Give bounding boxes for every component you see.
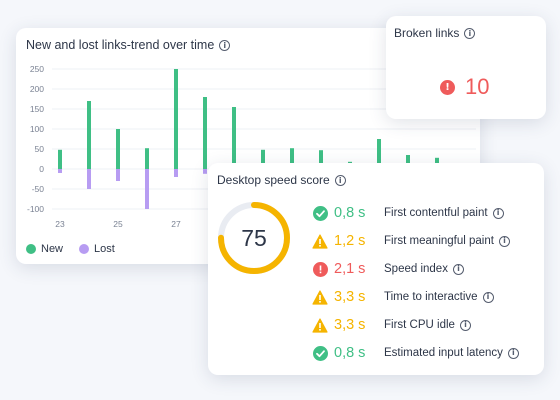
speed-metric-label-text: Speed index	[384, 263, 448, 275]
speed-metric-value: 3,3 s	[334, 317, 366, 333]
y-tick-label: 50	[35, 144, 45, 154]
broken-links-title: Broken links i	[394, 26, 476, 40]
broken-links-title-text: Broken links	[394, 26, 460, 40]
bar-new[interactable]	[58, 149, 62, 169]
warning-triangle-icon	[312, 289, 328, 305]
speed-metric-row: 0,8 s Estimated input latency i	[312, 345, 519, 361]
y-tick-label: 0	[39, 164, 44, 174]
bar-lost[interactable]	[203, 169, 207, 174]
legend-dot-new	[26, 244, 36, 254]
broken-links-card: Broken links i ! 10	[386, 16, 546, 119]
bar-lost[interactable]	[116, 169, 120, 181]
speed-score-title: Desktop speed score i	[217, 173, 346, 187]
bar-new[interactable]	[377, 139, 381, 169]
info-icon[interactable]: i	[452, 263, 464, 275]
speed-metric-label: Time to interactive i	[384, 291, 494, 303]
speed-metric-label-text: Estimated input latency	[384, 347, 503, 359]
y-tick-label: -50	[32, 184, 45, 194]
alert-circle-icon: !	[440, 79, 455, 95]
y-tick-label: 200	[30, 84, 44, 94]
broken-links-count: 10	[465, 74, 490, 99]
bar-new[interactable]	[145, 148, 149, 169]
speed-metric-value: 3,3 s	[334, 289, 366, 305]
info-icon[interactable]: i	[219, 40, 231, 52]
broken-links-value-group: ! 10	[440, 74, 489, 100]
bar-new[interactable]	[232, 107, 236, 169]
gauge-progress-arc	[218, 202, 290, 274]
speed-metric-label-text: First contentful paint	[384, 207, 488, 219]
warning-triangle-icon	[312, 317, 328, 333]
bar-new[interactable]	[319, 150, 323, 169]
chart-legend: New Lost	[26, 243, 131, 255]
legend-label-new: New	[41, 243, 64, 255]
info-icon[interactable]: i	[459, 319, 471, 331]
x-tick-label: 25	[113, 219, 123, 229]
y-tick-label: -100	[27, 204, 44, 214]
bar-new[interactable]	[174, 69, 178, 169]
bar-lost[interactable]	[87, 169, 91, 189]
speed-metric-label-text: Time to interactive	[384, 291, 478, 303]
bar-lost[interactable]	[174, 169, 178, 177]
speed-metric-label: Speed index i	[384, 263, 464, 275]
speed-metric-label: Estimated input latency i	[384, 347, 519, 359]
speed-metric-row: 3,3 s Time to interactive i	[312, 289, 494, 305]
legend-item-lost[interactable]: Lost	[79, 243, 115, 255]
speed-metric-value: 1,2 s	[334, 233, 366, 249]
speed-metric-row: 0,8 s First contentful paint i	[312, 205, 504, 221]
check-circle-icon	[312, 205, 328, 221]
legend-label-lost: Lost	[94, 243, 115, 255]
bar-lost[interactable]	[58, 169, 62, 173]
speed-metric-label-text: First CPU idle	[384, 319, 455, 331]
speed-metric-label-text: First meaningful paint	[384, 235, 494, 247]
bar-new[interactable]	[261, 149, 265, 169]
y-tick-label: 150	[30, 104, 44, 114]
bar-new[interactable]	[203, 97, 207, 169]
speed-metric-value: 0,8 s	[334, 345, 366, 361]
x-tick-label: 23	[55, 219, 65, 229]
info-icon[interactable]: i	[334, 175, 346, 187]
info-icon[interactable]: i	[507, 347, 519, 359]
bar-new[interactable]	[290, 148, 294, 169]
speed-metric-label: First CPU idle i	[384, 319, 471, 331]
speed-score-card: Desktop speed score i 75 0,8 s First conte…	[208, 163, 544, 375]
legend-item-new[interactable]: New	[26, 243, 63, 255]
info-icon[interactable]: i	[464, 28, 476, 40]
speed-score-value: 75	[241, 225, 267, 251]
bar-lost[interactable]	[145, 169, 149, 209]
speed-metric-label: First meaningful paint i	[384, 235, 510, 247]
speed-metric-label: First contentful paint i	[384, 207, 504, 219]
alert-circle-icon	[312, 261, 328, 277]
info-icon[interactable]: i	[492, 207, 504, 219]
check-circle-icon	[312, 345, 328, 361]
speed-score-gauge: 75	[218, 202, 290, 274]
legend-dot-lost	[79, 244, 90, 254]
trend-chart-title: New and lost links-trend over time i	[26, 38, 231, 52]
bar-new[interactable]	[116, 129, 120, 169]
speed-score-title-text: Desktop speed score	[217, 173, 330, 187]
y-tick-label: 100	[30, 124, 44, 134]
bar-new[interactable]	[87, 101, 91, 169]
speed-metric-row: 3,3 s First CPU idle i	[312, 317, 471, 333]
info-icon[interactable]: i	[498, 235, 510, 247]
info-icon[interactable]: i	[482, 291, 494, 303]
speed-metric-row: 2,1 s Speed index i	[312, 261, 464, 277]
speed-metric-value: 2,1 s	[334, 261, 366, 277]
y-tick-label: 250	[30, 64, 44, 74]
x-tick-label: 27	[171, 219, 181, 229]
speed-metric-row: 1,2 s First meaningful paint i	[312, 233, 510, 249]
speed-metric-value: 0,8 s	[334, 205, 366, 221]
bar-new[interactable]	[406, 155, 410, 169]
warning-triangle-icon	[312, 233, 328, 249]
trend-chart-title-text: New and lost links-trend over time	[26, 38, 215, 52]
